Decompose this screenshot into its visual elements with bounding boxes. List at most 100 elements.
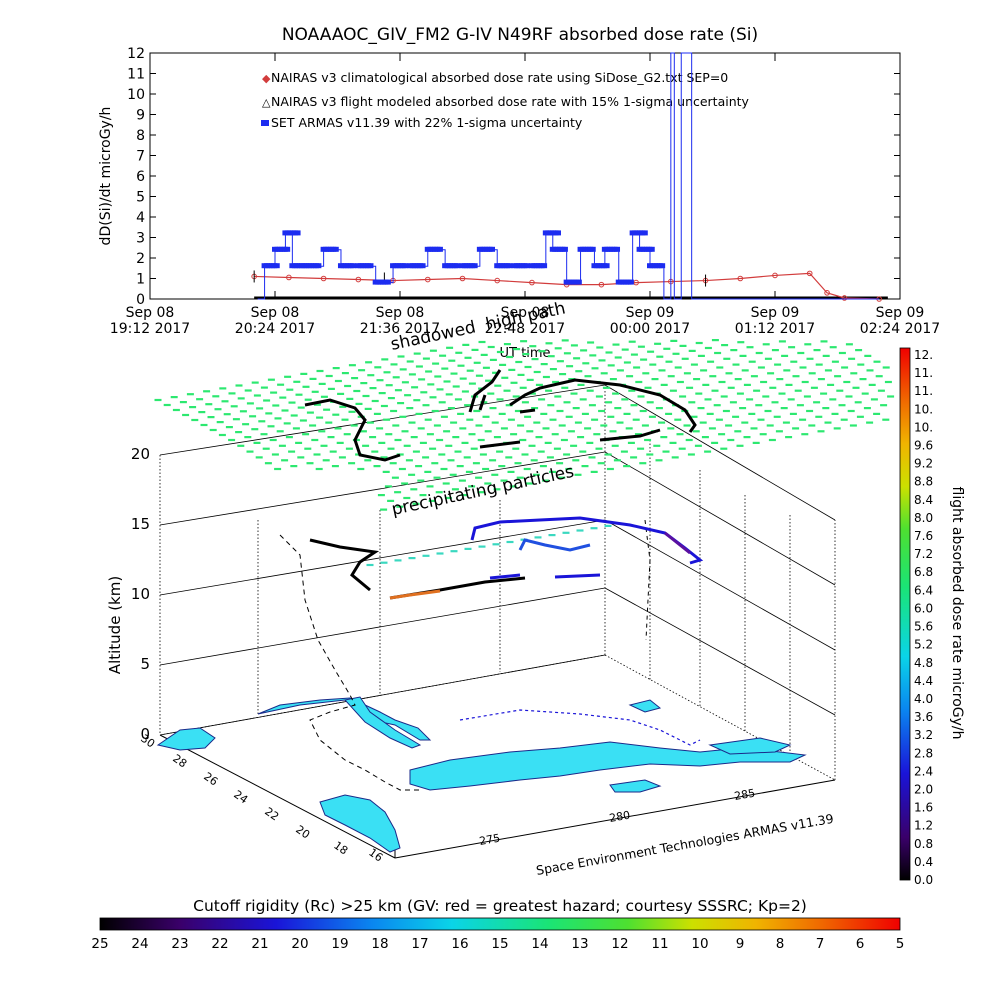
- bottom-colorbar-tick-label: 10: [691, 936, 708, 952]
- right-colorbar-tick-label: 4.4: [914, 674, 933, 688]
- bottom-colorbar-tick-label: 22: [211, 936, 228, 952]
- series-armas-point: [273, 263, 280, 269]
- flight-dose-track: [309, 516, 704, 600]
- lat-tick-20: 20: [293, 823, 312, 842]
- right-colorbar-tick-label: 1.6: [914, 801, 933, 815]
- land-mexico-west: [156, 727, 216, 751]
- right-colorbar-tick-label: 8.0: [914, 511, 933, 525]
- right-colorbar-tick-label: 4.8: [914, 656, 933, 670]
- longitude-axis: 275 280 285: [478, 787, 756, 848]
- right-colorbar-tick-label: 9.2: [914, 457, 933, 471]
- bottom-colorbar-tick-label: 21: [251, 936, 268, 952]
- bottom-colorbar-tick-label: 23: [171, 936, 188, 952]
- top-xtick-label-time: 21:36 2017: [360, 321, 440, 337]
- series-armas-point: [402, 263, 409, 269]
- bottom-colorbar-tick-label: 11: [651, 936, 668, 952]
- series-armas-line: [257, 52, 880, 300]
- land-bahamas: [628, 699, 662, 713]
- right-colorbar-tick-label: 11.: [914, 384, 933, 398]
- land-masses: [156, 696, 807, 853]
- series-nairas-clim-point: [355, 276, 362, 283]
- base-plane: [159, 734, 836, 859]
- latitude-axis: 30 28 26 24 22 20 18 16: [138, 732, 385, 865]
- right-colorbar: 12. 11. 11. 10. 10. 9.6 9.2 8.8 8.4 8.0 7.6 7.2 6.8 6…: [899, 347, 965, 887]
- top-xtick-label-date: Sep 09: [876, 305, 925, 321]
- series-armas-point: [384, 279, 391, 285]
- shadowed-high-path: [304, 369, 697, 462]
- flight-track-east: [470, 516, 704, 565]
- top-xtick-label-time: 19:12 2017: [110, 321, 190, 337]
- lat-tick-28: 28: [170, 752, 189, 771]
- top-ytick-label: 0: [136, 292, 145, 308]
- top-xtick-label-time: 02:24 2017: [860, 321, 940, 337]
- legend-marker-nairas-flight: △: [262, 96, 271, 109]
- series-nairas-clim-point: [824, 290, 830, 296]
- series-nairas-clim-point: [737, 275, 744, 282]
- flight-3d-plot: 0 5 10 15 20 Altitude (km) 30 28 26 24 2…: [106, 298, 895, 878]
- bottom-colorbar-tick-label: 6: [856, 936, 865, 952]
- right-colorbar-tick-label: 6.4: [914, 583, 933, 597]
- series-nairas-clim-point: [598, 281, 605, 288]
- right-colorbar-tick-label: 5.2: [914, 638, 933, 652]
- vertical-track: [644, 519, 651, 641]
- flight-track-east2: [518, 538, 591, 552]
- bottom-colorbar-tick-label: 24: [131, 936, 148, 952]
- bottom-colorbar-tick-label: 17: [411, 936, 428, 952]
- top-ytick-label: 1: [136, 272, 145, 288]
- series-nairas-clim-point: [459, 275, 466, 282]
- bottom-colorbar-tick-label: 16: [451, 936, 468, 952]
- alt-tick-15: 15: [131, 515, 150, 533]
- top-ytick-label: 4: [136, 210, 145, 226]
- right-colorbar-tick-label: 9.6: [914, 439, 933, 453]
- top-ytick-label: 5: [136, 190, 145, 206]
- annotation-precipitating: precipitating particles: [390, 462, 576, 520]
- land-gulf-coast: [257, 697, 432, 741]
- right-colorbar-tick-label: 2.0: [914, 782, 933, 796]
- series-armas-point: [541, 263, 548, 269]
- alt-tick-10: 10: [131, 585, 150, 603]
- legend-marker-armas: [261, 120, 269, 126]
- series-armas-point: [471, 263, 478, 269]
- right-colorbar-tick-label: 6.0: [914, 601, 933, 615]
- bottom-colorbar-label: Cutoff rigidity (Rc) >25 km (GV: red = g…: [193, 897, 807, 915]
- ground-track-east: [459, 709, 701, 746]
- series-armas-point: [648, 246, 655, 252]
- right-colorbar-tick-label: 0.8: [914, 837, 933, 851]
- right-colorbar-tick-label: 5.6: [914, 620, 933, 634]
- land-yucatan: [319, 794, 401, 853]
- top-xtick-label-time: 20:24 2017: [235, 321, 315, 337]
- series-armas-point: [315, 263, 322, 269]
- top-xtick-label-date: Sep 09: [626, 305, 675, 321]
- series-nairas-clim-point: [286, 274, 292, 281]
- top-ytick-label: 10: [127, 87, 145, 103]
- bottom-colorbar-tick-label: 7: [816, 936, 825, 952]
- top-xtick-label-time: 00:00 2017: [610, 321, 690, 337]
- bottom-colorbar-tick-label: 9: [736, 936, 745, 952]
- top-ytick-label: 6: [136, 169, 145, 185]
- bottom-colorbar-tick-label: 12: [611, 936, 628, 952]
- alt-tick-0: 0: [140, 725, 150, 743]
- lat-tick-16: 16: [366, 846, 385, 865]
- flight-track-west: [309, 538, 380, 592]
- series-armas-point: [419, 263, 426, 269]
- bottom-colorbar-tick-label: 14: [531, 936, 548, 952]
- lat-tick-22: 22: [262, 805, 281, 824]
- bottom-colorbar-tick-label: 8: [776, 936, 785, 952]
- land-florida: [344, 696, 422, 749]
- top-xtick-label-date: Sep 08: [126, 305, 175, 321]
- top-ytick-label: 12: [127, 46, 145, 62]
- figure-title: NOAAAOC_GIV_FM2 G-IV N49RF absorbed dose…: [282, 25, 758, 45]
- lon-tick-275: 275: [478, 832, 501, 848]
- series-armas-point: [506, 263, 513, 269]
- top-ytick-label: 2: [136, 251, 145, 267]
- series-armas-point: [294, 230, 301, 236]
- right-colorbar-tick-label: 10.: [914, 402, 933, 416]
- series-armas-point: [575, 279, 582, 285]
- bottom-colorbar-tick-label: 13: [571, 936, 588, 952]
- right-colorbar-tick-label: 8.8: [914, 475, 933, 489]
- series-armas-point: [614, 246, 621, 252]
- bottom-colorbar-tick-label: 5: [896, 936, 905, 952]
